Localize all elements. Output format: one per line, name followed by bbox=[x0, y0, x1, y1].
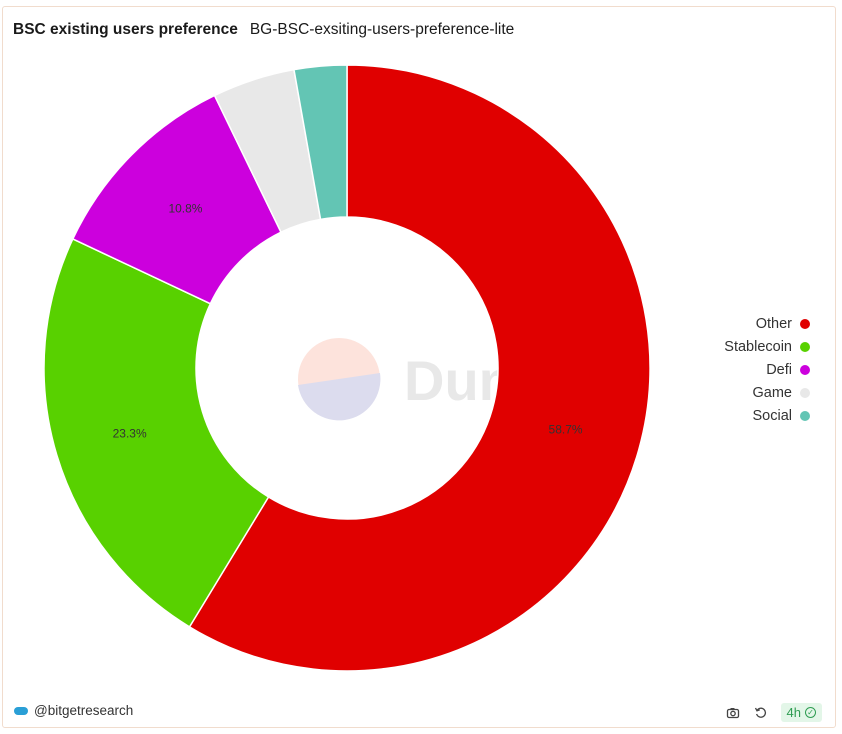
check-circle-icon: ✓ bbox=[805, 707, 816, 718]
slice-label-defi: 10.8% bbox=[168, 201, 202, 215]
author-name[interactable]: @bitgetresearch bbox=[34, 703, 134, 718]
refresh-interval: 4h bbox=[786, 705, 801, 720]
legend-dot-icon bbox=[800, 410, 810, 421]
chart-legend: Other Stablecoin Defi Game Social bbox=[724, 312, 810, 427]
legend-label: Stablecoin bbox=[724, 338, 792, 355]
slice-label-stablecoin: 23.3% bbox=[113, 426, 147, 440]
legend-label: Defi bbox=[766, 361, 792, 378]
legend-label: Game bbox=[752, 384, 793, 401]
refresh-icon[interactable] bbox=[753, 705, 769, 721]
legend-dot-icon bbox=[800, 364, 810, 375]
dune-avatar-icon bbox=[14, 706, 28, 715]
legend-label: Other bbox=[755, 315, 792, 332]
slice-label-other: 58.7% bbox=[549, 422, 583, 436]
query-name[interactable]: BG-BSC-exsiting-users-preference-lite bbox=[249, 21, 515, 38]
slice-social[interactable] bbox=[293, 64, 348, 221]
chart-title: BSC existing users preference bbox=[13, 21, 238, 38]
legend-item-defi[interactable]: Defi bbox=[724, 358, 810, 381]
legend-item-game[interactable]: Game bbox=[724, 381, 810, 404]
legend-item-other[interactable]: Other bbox=[724, 312, 810, 335]
refresh-badge[interactable]: 4h ✓ bbox=[780, 703, 822, 722]
footer-actions: 4h ✓ bbox=[725, 703, 822, 722]
legend-dot-icon bbox=[800, 387, 810, 398]
legend-label: Social bbox=[752, 407, 793, 424]
slice-stablecoin[interactable] bbox=[43, 237, 270, 628]
legend-item-stablecoin[interactable]: Stablecoin bbox=[724, 335, 810, 358]
camera-icon[interactable] bbox=[725, 705, 741, 721]
slice-other[interactable] bbox=[188, 64, 651, 672]
legend-dot-icon bbox=[800, 318, 810, 329]
chart-header: BSC existing users preference BG-BSC-exs… bbox=[13, 21, 514, 39]
legend-item-social[interactable]: Social bbox=[724, 404, 810, 427]
dune-logo-lower-icon bbox=[298, 373, 381, 421]
legend-dot-icon bbox=[800, 341, 810, 352]
author-credit[interactable]: @bitgetresearch bbox=[14, 703, 133, 718]
